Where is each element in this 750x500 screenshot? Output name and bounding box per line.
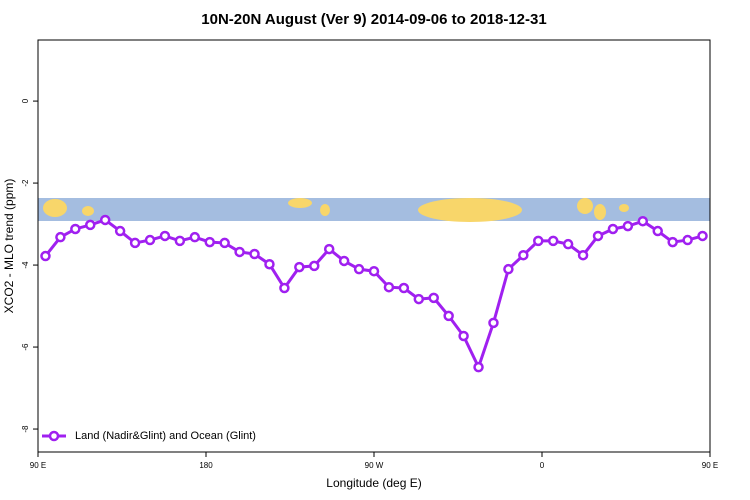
point — [458, 330, 469, 342]
y-tick-label: 0 — [21, 98, 30, 103]
point — [294, 261, 305, 273]
point — [443, 310, 454, 322]
y-tick-label: -8 — [21, 425, 30, 433]
point — [697, 230, 708, 242]
point — [55, 231, 66, 243]
x-tick-label: 90 W — [365, 461, 384, 470]
point — [368, 265, 380, 277]
point — [309, 260, 320, 272]
x-tick-label: 90 E — [30, 461, 46, 470]
y-tick-label: -6 — [21, 343, 30, 351]
point — [323, 243, 335, 255]
point — [547, 235, 559, 247]
point — [682, 234, 693, 246]
point — [279, 282, 290, 294]
point — [622, 220, 634, 232]
point — [129, 237, 141, 249]
y-tick-label: -2 — [21, 179, 30, 187]
chart-title: 10N-20N August (Ver 9) 2014-09-06 to 201… — [201, 11, 546, 28]
point — [114, 225, 126, 237]
point — [413, 293, 425, 305]
point — [577, 249, 589, 261]
point — [70, 223, 81, 235]
point — [473, 361, 484, 373]
legend-label: Land (Nadir&Glint) and Ocean (Glint) — [75, 430, 256, 442]
legend-marker — [48, 430, 60, 442]
x-axis-label: Longitude (deg E) — [326, 476, 421, 490]
point — [428, 292, 439, 304]
point — [234, 246, 245, 258]
legend: Land (Nadir&Glint) and Ocean (Glint) — [42, 430, 256, 442]
y-axis-label: XCO2 - MLO trend (ppm) — [2, 179, 16, 314]
series-line — [44, 218, 703, 372]
point — [518, 249, 529, 261]
point — [338, 255, 350, 267]
point — [533, 235, 544, 247]
point — [398, 282, 410, 294]
point — [99, 214, 111, 226]
point — [383, 281, 395, 293]
point — [264, 258, 275, 270]
point — [189, 231, 201, 243]
y-tick-label: -4 — [21, 261, 30, 269]
point — [503, 263, 514, 275]
point — [159, 230, 171, 242]
point — [637, 215, 649, 227]
x-tick-label: 180 — [199, 461, 213, 470]
point — [204, 236, 215, 248]
point — [85, 219, 96, 231]
x-tick-label: 90 E — [702, 461, 718, 470]
point — [592, 230, 604, 242]
point — [652, 225, 663, 237]
point — [219, 237, 230, 249]
point — [144, 234, 156, 246]
point — [562, 238, 574, 250]
point — [40, 250, 51, 262]
point — [353, 263, 365, 275]
point — [488, 317, 499, 329]
map-strip — [38, 198, 710, 222]
point — [249, 248, 260, 260]
point — [607, 223, 619, 235]
point — [667, 236, 678, 248]
point — [174, 235, 186, 247]
x-tick-label: 0 — [540, 461, 545, 470]
